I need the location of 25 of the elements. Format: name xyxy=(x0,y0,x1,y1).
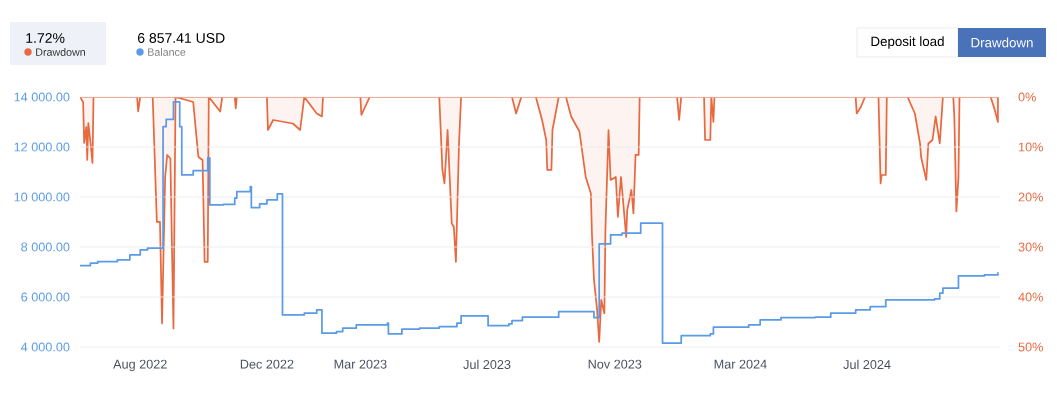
x-tick-label: Mar 2023 xyxy=(334,359,387,369)
legend-label: Balance xyxy=(148,48,186,56)
x-tick-label: Dec 2022 xyxy=(240,359,294,369)
y-tick-label: 4 000.00 xyxy=(20,342,70,352)
y-tick-label: 12 000.00 xyxy=(14,142,70,152)
text: 1.72% xyxy=(26,33,65,43)
y2-tick-label: 30% xyxy=(1018,242,1043,252)
x-tick-label: Jul 2024 xyxy=(843,359,891,369)
x-tick-label: Jul 2023 xyxy=(463,359,511,369)
y-tick-label: 14 000.00 xyxy=(14,92,70,102)
text: Drawdown xyxy=(971,37,1033,48)
y-tick-label: 6 000.00 xyxy=(21,292,70,302)
y2-tick-label: 20% xyxy=(1018,192,1043,202)
x-tick-label: Aug 2022 xyxy=(113,359,167,372)
y2-tick-label: 50% xyxy=(1018,342,1043,352)
y2-tick-label: 0% xyxy=(1018,92,1036,102)
y-tick-label: 10 000.00 xyxy=(14,192,70,202)
x-tick-label: Mar 2024 xyxy=(714,359,767,369)
x-tick-label: Nov 2023 xyxy=(588,359,642,369)
y-tick-label: 8 000.00 xyxy=(21,242,70,252)
text: Deposit load xyxy=(871,36,944,49)
y2-tick-label: 40% xyxy=(1018,292,1043,302)
y2-tick-label: 10% xyxy=(1019,142,1043,152)
text: 6 857.41 USD xyxy=(137,33,225,43)
legend-label: Drawdown xyxy=(36,48,85,56)
